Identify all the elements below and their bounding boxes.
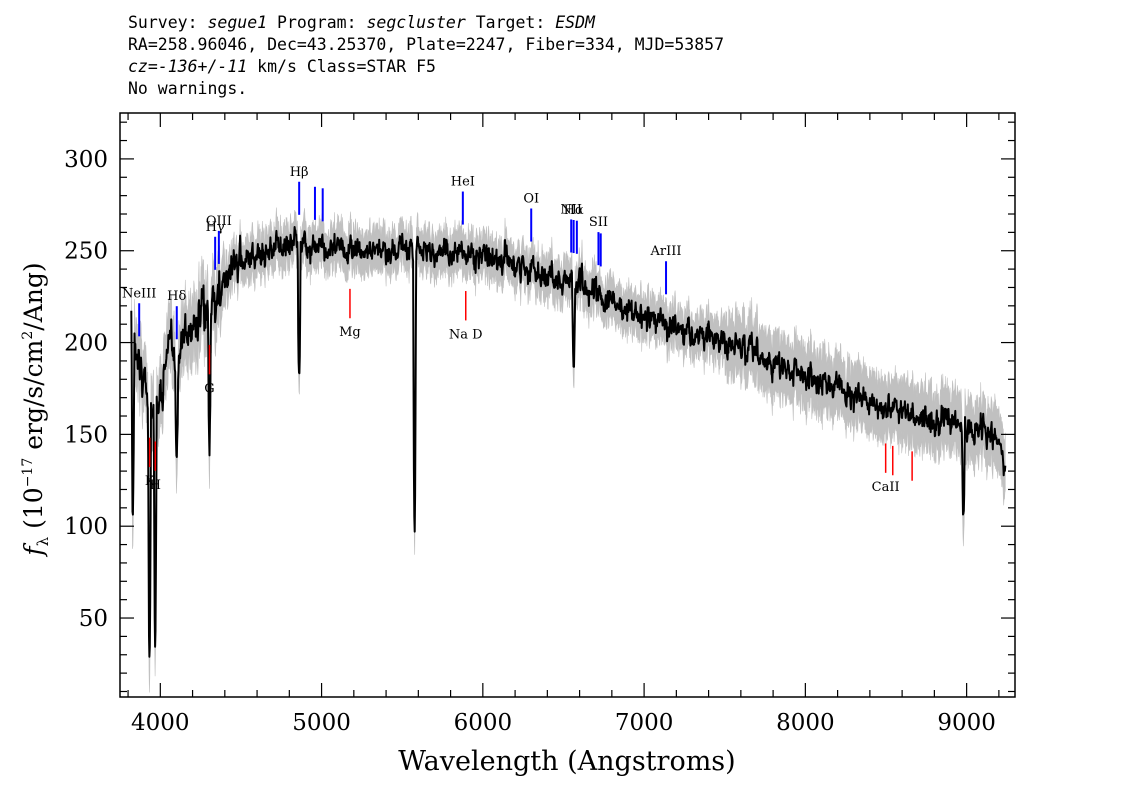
emission-line-label: Hβ [290,165,309,180]
header-line-redshift: cz=-136+/-11 km/s Class=STAR F5 [128,56,724,78]
absorption-line-label: Mg [339,325,361,340]
x-tick-label: 7000 [615,710,674,736]
y-tick-label: 200 [64,331,108,357]
program-label: Program: [277,13,357,32]
y-tick-label: 50 [79,606,108,632]
emission-line-label: NII [560,202,582,217]
target-label: Target: [475,13,546,32]
absorption-line-label: Na D [449,327,483,342]
emission-line-label: OI [523,191,539,206]
error-band [131,207,1006,693]
absorption-line-label: K [145,474,155,489]
cz-value: -136+/-11 [157,57,248,76]
program-value: segcluster [366,13,466,32]
x-axis-label: Wavelength (Angstroms) [398,746,735,777]
y-tick-label: 300 [64,147,108,173]
emission-line-label: Hδ [167,289,186,304]
x-tick-label: 6000 [454,710,513,736]
header-line-coordinates: RA=258.96046, Dec=43.25370, Plate=2247, … [128,35,725,54]
y-tick-label: 250 [64,239,108,265]
x-tick-label: 9000 [937,710,996,736]
plot-frame [119,112,1016,698]
axes: 4000 5000 6000 7000 8000 9000 50 100 150 200 250 30… [64,112,1016,736]
x-tick-label: 5000 [292,710,351,736]
emission-line-label: HeI [451,175,475,190]
absorption-line-label: G [204,381,214,396]
emission-line-label: Hα [564,203,584,218]
absorption-line-label: CaII [872,480,900,495]
emission-line-label: Hγ [206,220,225,235]
spectrum-header: Survey: segue1 Program: segcluster Targe… [128,12,724,100]
x-tick-label: 4000 [131,710,190,736]
error-band-area [131,207,1006,693]
flux-line [130,226,1007,658]
emission-line-label: ArIII [650,244,682,259]
svg-text:fλ (10−17 erg/s/cm2/Ang): fλ (10−17 erg/s/cm2/Ang) [19,262,52,557]
absorption-line-label: H [150,478,161,493]
emission-line-label: NeIII [122,286,156,301]
y-tick-label: 100 [64,514,108,540]
header-line-warnings: No warnings. [128,79,248,98]
survey-value: segue1 [207,13,268,32]
cz-class: km/s Class=STAR F5 [247,57,436,76]
cz-label: cz= [128,57,158,76]
emission-line-label: OIII [206,214,232,229]
header-line-survey: Survey: segue1 Program: segcluster Targe… [128,12,724,34]
flux-series [130,226,1007,658]
y-tick-label: 150 [64,422,108,448]
emission-line-label: SII [589,215,608,230]
survey-label: Survey: [128,13,198,32]
x-tick-label: 8000 [776,710,835,736]
target-value: ESDM [555,13,595,32]
y-axis-label: fλ (10−17 erg/s/cm2/Ang) [19,262,52,557]
